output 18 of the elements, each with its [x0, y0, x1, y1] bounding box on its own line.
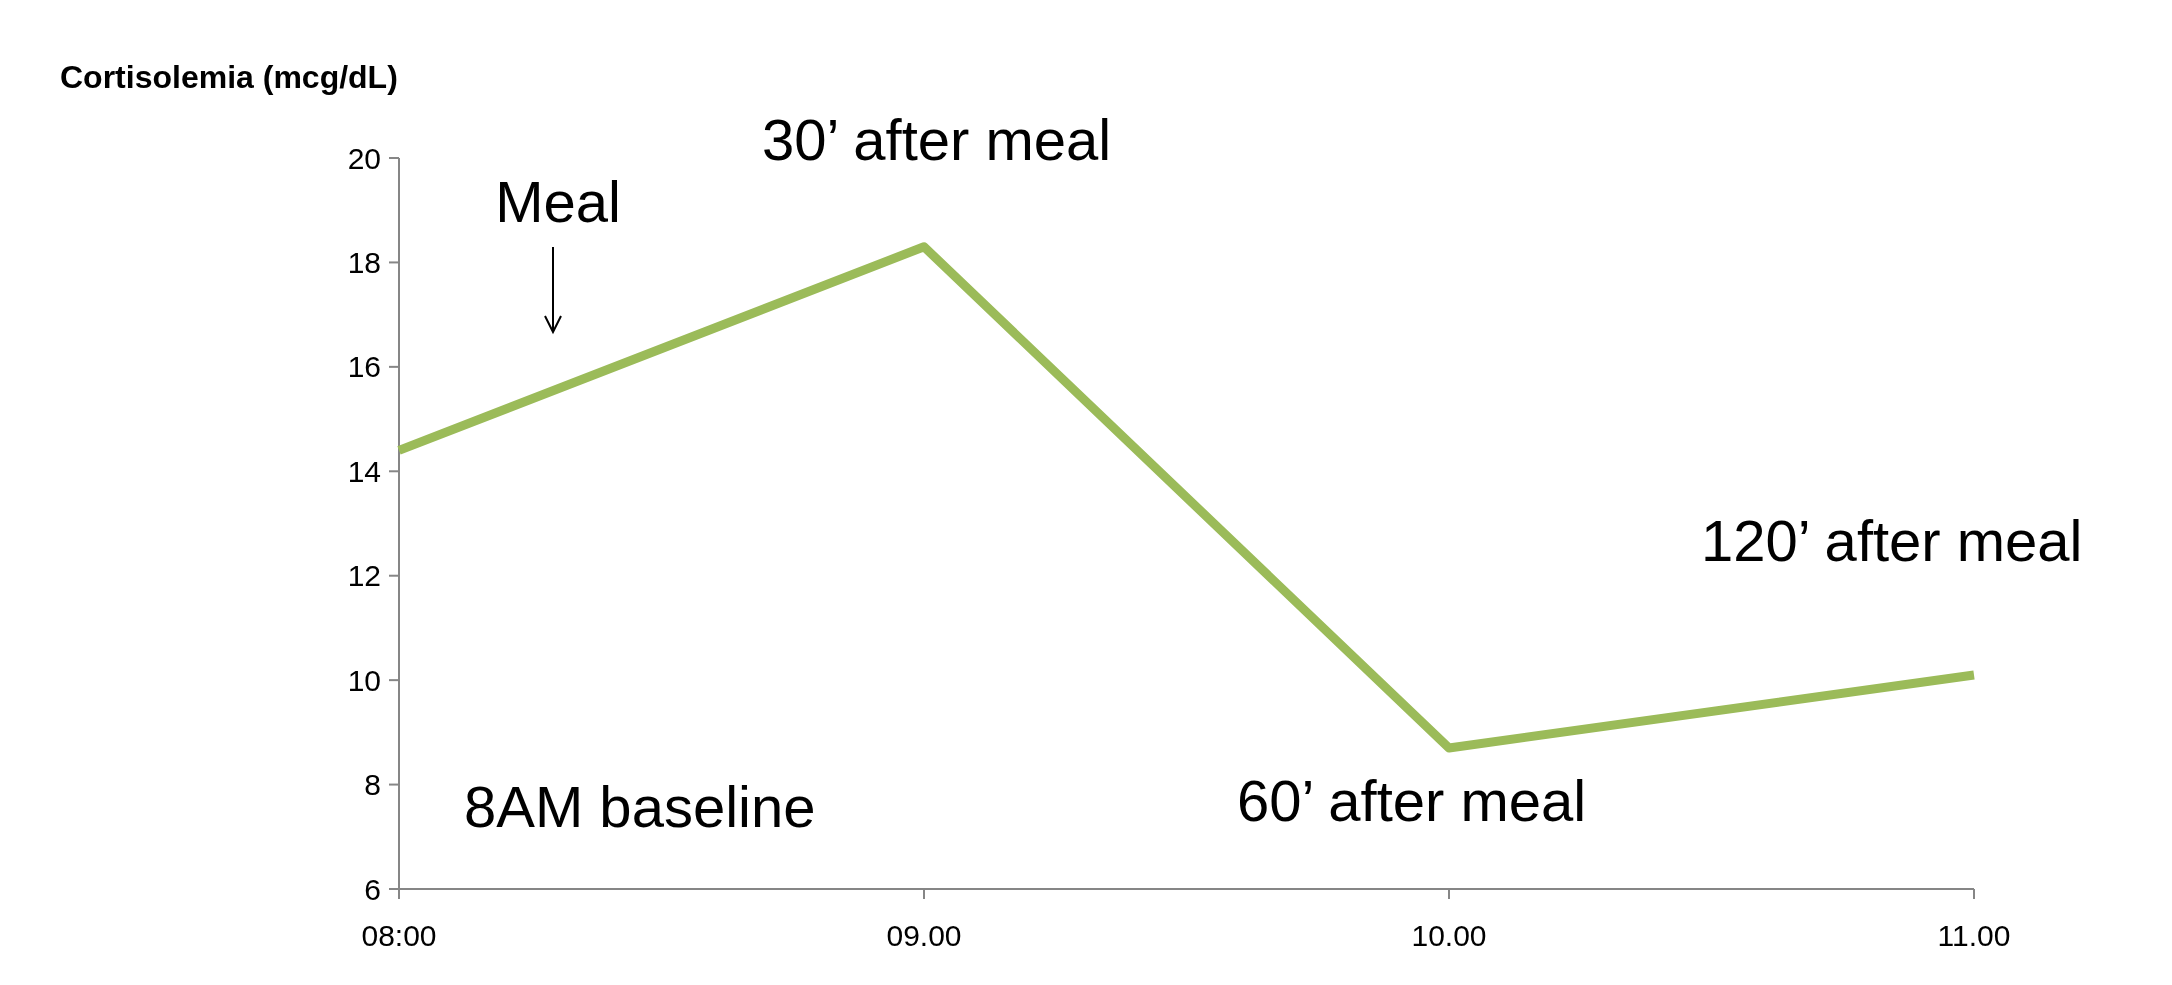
- y-tick-label: 8: [364, 768, 381, 802]
- y-tick-label: 16: [347, 350, 381, 384]
- x-tick-label: 10.00: [1411, 919, 1487, 952]
- y-tick-label: 10: [347, 663, 381, 697]
- y-axis-title: Cortisolemia (mcg/dL): [60, 59, 398, 95]
- y-tick-label: 18: [347, 245, 381, 279]
- annotation: 30’ after meal: [762, 107, 1112, 172]
- annotation: Meal: [495, 169, 621, 234]
- y-tick-label: 6: [364, 872, 381, 906]
- annotation: 120’ after meal: [1701, 508, 2083, 573]
- annotation: 8AM baseline: [464, 774, 816, 839]
- x-tick-label: 09.00: [886, 919, 962, 952]
- annotation: 60’ after meal: [1237, 768, 1587, 833]
- x-tick-label: 11.00: [1937, 919, 2011, 952]
- y-tick-label: 12: [347, 559, 381, 593]
- y-tick-label: 14: [347, 454, 381, 488]
- y-tick-label: 20: [347, 141, 381, 175]
- x-tick-label: 08:00: [361, 919, 437, 952]
